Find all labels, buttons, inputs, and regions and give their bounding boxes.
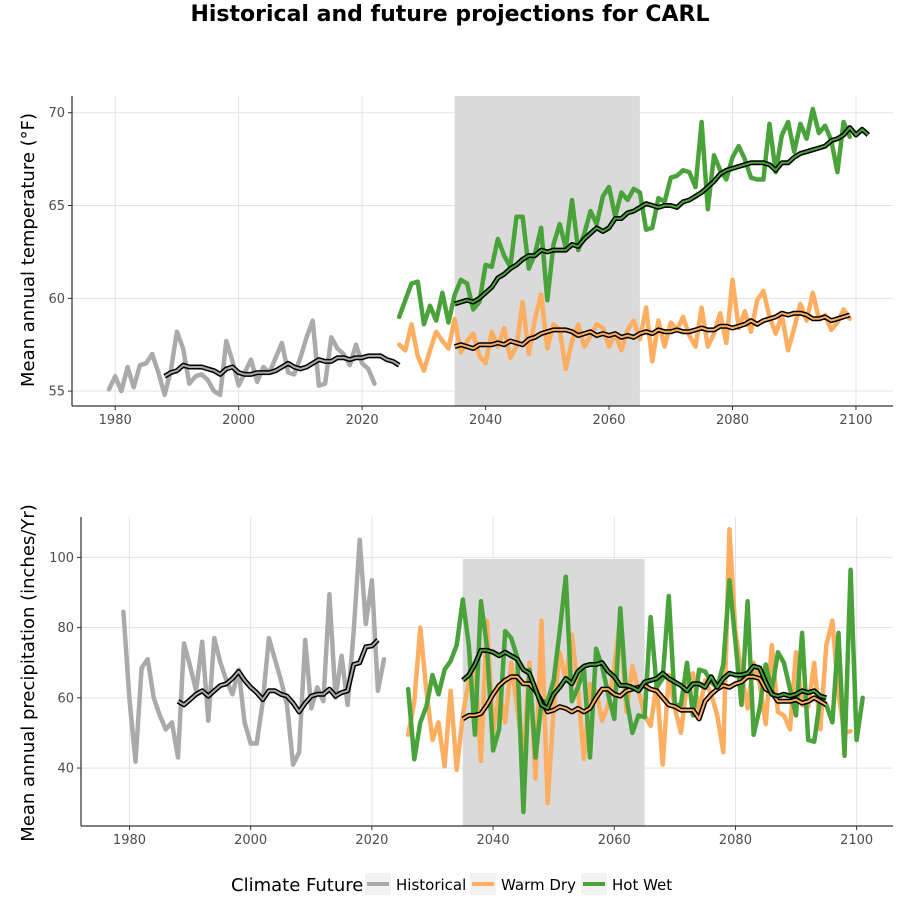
x-tick-label: 2080: [716, 413, 749, 428]
x-tick-label: 2060: [598, 833, 631, 848]
legend-title: Climate Future: [231, 875, 363, 896]
chart-title: Historical and future projections for CA…: [190, 2, 709, 27]
x-tick-label: 2040: [477, 833, 510, 848]
y-tick-label: 80: [57, 621, 74, 636]
series-line-hot-wet: [396, 106, 853, 327]
y-tick-label: 100: [49, 551, 74, 566]
series-line-warm-dry: [396, 277, 853, 373]
y-tick-label: 70: [48, 106, 65, 121]
precipitation-y-axis-title: Mean annual precipitation (inches/Yr): [18, 504, 39, 842]
x-tick-label: 2060: [592, 413, 625, 428]
x-tick-label: 2100: [839, 413, 872, 428]
moving-average-line-historical: [164, 354, 400, 378]
x-tick-label: 2000: [234, 833, 267, 848]
legend-item-historical: Historical: [365, 873, 466, 895]
temperature-panel: 1980 2000 2020 2040 2060 2080 2100 55 60 65 70 Mea…: [18, 96, 893, 428]
x-tick-label: 2040: [469, 413, 502, 428]
y-tick-label: 60: [48, 292, 65, 307]
y-tick-label: 40: [57, 762, 74, 777]
moving-average-line-hot-wet: [462, 649, 827, 710]
temperature-y-axis-title: Mean annual temperature (°F): [18, 113, 39, 387]
x-tick-label: 1980: [113, 833, 146, 848]
legend: Climate Future Historical Warm Dry Hot W…: [231, 873, 672, 896]
series-line-historical: [121, 537, 387, 767]
legend-item-warm-dry: Warm Dry: [470, 873, 576, 895]
y-tick-label: 55: [48, 385, 65, 400]
legend-label-warm-dry: Warm Dry: [501, 876, 576, 894]
series-line-hot-wet: [405, 567, 865, 815]
x-tick-label: 2100: [840, 833, 873, 848]
x-tick-label: 1980: [99, 413, 132, 428]
moving-average-line-hot-wet: [454, 126, 869, 305]
x-tick-label: 2000: [222, 413, 255, 428]
legend-label-hot-wet: Hot Wet: [612, 876, 672, 894]
x-tick-label: 2020: [346, 413, 379, 428]
series-line-historical: [106, 318, 377, 398]
y-tick-label: 65: [48, 199, 65, 214]
x-tick-label: 2020: [355, 833, 388, 848]
moving-average-line-warm-dry: [454, 312, 851, 350]
precipitation-panel: 1980 2000 2020 2040 2060 2080 2100 40 60 80 100 Me…: [18, 504, 893, 848]
moving-average-line-historical: [177, 639, 379, 713]
x-tick-label: 2080: [719, 833, 752, 848]
legend-item-hot-wet: Hot Wet: [581, 873, 672, 895]
legend-label-historical: Historical: [396, 876, 466, 894]
y-tick-label: 60: [57, 691, 74, 706]
